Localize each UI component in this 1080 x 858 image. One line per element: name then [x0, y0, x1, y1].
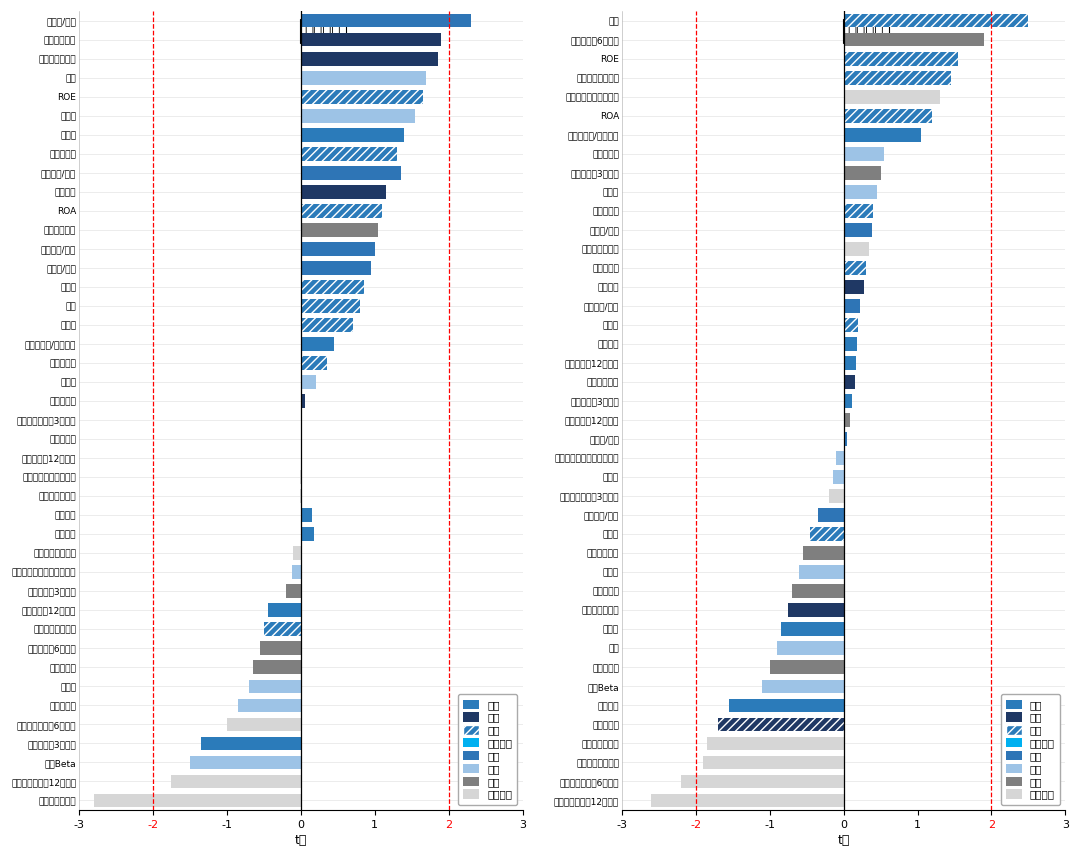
Bar — [843, 166, 880, 179]
Bar — [301, 375, 315, 389]
Bar — [227, 717, 301, 731]
Bar — [301, 318, 352, 332]
Bar — [843, 90, 940, 104]
Bar — [810, 528, 843, 541]
Bar — [729, 698, 843, 712]
Bar — [718, 717, 843, 731]
Bar — [301, 414, 302, 427]
Bar — [843, 394, 852, 408]
X-axis label: t值: t值 — [295, 834, 307, 847]
Bar — [799, 565, 843, 579]
Bar — [301, 33, 442, 46]
Bar — [762, 680, 843, 693]
Bar — [301, 299, 360, 313]
Bar — [843, 109, 932, 123]
Bar — [301, 508, 312, 522]
Bar — [301, 109, 416, 123]
Bar — [788, 603, 843, 617]
Bar — [94, 794, 301, 807]
Bar — [843, 299, 860, 313]
Legend: 动量, 投资, 盈利, 无形资产, 估值, 交易, 基金, 基金公司: 动量, 投资, 盈利, 无形资产, 估值, 交易, 基金, 基金公司 — [1001, 694, 1061, 805]
Bar — [843, 71, 950, 85]
Bar — [843, 375, 854, 389]
Bar — [301, 185, 386, 199]
Bar — [680, 775, 843, 789]
Bar — [843, 204, 873, 218]
Bar — [301, 14, 471, 27]
Bar — [301, 242, 375, 256]
Bar — [292, 565, 301, 579]
Bar — [238, 698, 301, 712]
Bar — [843, 432, 848, 446]
Bar — [301, 204, 382, 218]
Bar — [843, 185, 877, 199]
Bar — [172, 775, 301, 789]
Bar — [843, 128, 921, 142]
Bar — [260, 642, 301, 656]
Bar — [843, 223, 872, 237]
Bar — [843, 147, 885, 160]
Bar — [301, 432, 302, 446]
Text: 市场下跌: 市场下跌 — [848, 23, 885, 38]
Bar — [268, 603, 301, 617]
Bar — [301, 528, 314, 541]
Bar — [301, 147, 397, 160]
Bar — [843, 51, 958, 65]
Bar — [836, 451, 843, 465]
Bar — [301, 394, 305, 408]
X-axis label: t值: t值 — [837, 834, 850, 847]
Bar — [703, 756, 843, 770]
Bar — [651, 794, 843, 807]
Bar — [843, 356, 856, 370]
Bar — [843, 318, 859, 332]
Bar — [770, 661, 843, 674]
Bar — [190, 756, 301, 770]
Bar — [301, 166, 401, 179]
Bar — [253, 661, 301, 674]
Bar — [843, 33, 984, 46]
Bar — [777, 642, 843, 656]
Bar — [301, 90, 422, 104]
Bar — [843, 337, 856, 351]
Bar — [301, 356, 326, 370]
Bar — [828, 489, 843, 503]
Legend: 动量, 投资, 盈利, 无形资产, 估值, 交易, 基金, 基金公司: 动量, 投资, 盈利, 无形资产, 估值, 交易, 基金, 基金公司 — [458, 694, 517, 805]
Bar — [294, 547, 301, 560]
Bar — [301, 128, 404, 142]
Bar — [249, 680, 301, 693]
Bar — [843, 414, 850, 427]
Bar — [818, 508, 843, 522]
Bar — [201, 736, 301, 750]
Bar — [781, 622, 843, 636]
Bar — [792, 584, 843, 598]
Bar — [301, 261, 372, 275]
Bar — [802, 547, 843, 560]
Bar — [843, 242, 869, 256]
Bar — [301, 71, 427, 85]
Bar — [301, 337, 334, 351]
Bar — [843, 261, 866, 275]
Bar — [286, 584, 301, 598]
Bar — [706, 736, 843, 750]
Bar — [843, 14, 1028, 27]
Bar — [264, 622, 301, 636]
Bar — [301, 51, 437, 65]
Bar — [301, 223, 378, 237]
Bar — [833, 470, 843, 484]
Bar — [843, 280, 864, 293]
Bar — [301, 280, 364, 293]
Text: 市场上涨: 市场上涨 — [305, 23, 341, 38]
